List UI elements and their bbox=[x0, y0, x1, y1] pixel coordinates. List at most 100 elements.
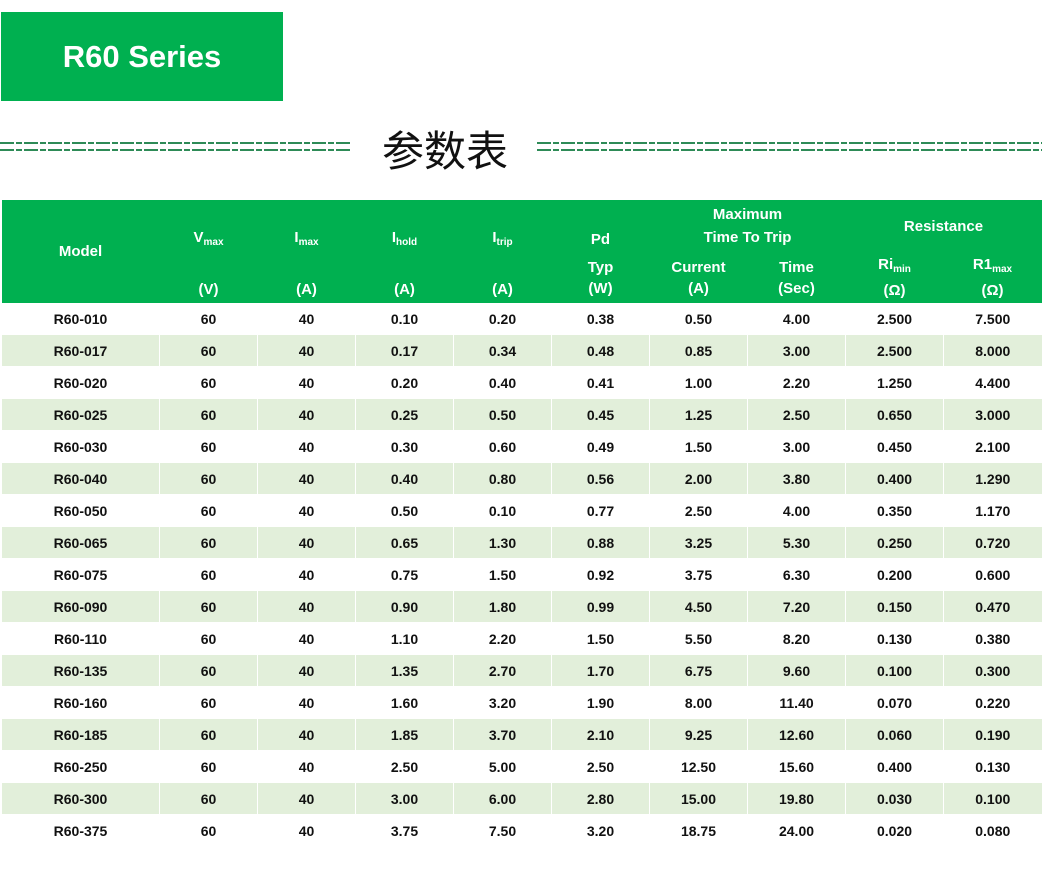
section-title: 参数表 bbox=[382, 127, 509, 176]
cell-current: 1.00 bbox=[649, 366, 748, 399]
cell-current: 0.50 bbox=[649, 303, 748, 335]
table-row: R60-160 60 40 1.60 3.20 1.90 8.00 11.40 0.070 0.2… bbox=[1, 686, 1042, 719]
cell-pd: 1.50 bbox=[551, 622, 650, 655]
cell-pd: 0.99 bbox=[551, 590, 650, 623]
cell-model: R60-040 bbox=[1, 462, 160, 495]
cell-vmax: 60 bbox=[159, 526, 258, 559]
cell-current: 12.50 bbox=[649, 750, 748, 783]
cell-current: 9.25 bbox=[649, 718, 748, 751]
cell-rimin: 0.130 bbox=[845, 622, 944, 655]
cell-ihold: 0.17 bbox=[355, 334, 454, 367]
cell-model: R60-135 bbox=[1, 654, 160, 687]
cell-pd: 0.41 bbox=[551, 366, 650, 399]
series-banner: R60 Series bbox=[1, 12, 283, 101]
cell-ihold: 0.75 bbox=[355, 558, 454, 591]
decorative-line-left bbox=[0, 142, 352, 154]
cell-ihold: 0.10 bbox=[355, 303, 454, 335]
cell-rimin: 0.400 bbox=[845, 462, 944, 495]
cell-pd: 1.90 bbox=[551, 686, 650, 719]
cell-pd: 0.45 bbox=[551, 398, 650, 431]
header-itrip: Itrip bbox=[453, 200, 552, 252]
cell-current: 3.25 bbox=[649, 526, 748, 559]
unit-ihold: (A) bbox=[355, 252, 454, 303]
cell-imax: 40 bbox=[257, 526, 356, 559]
cell-pd: 0.48 bbox=[551, 334, 650, 367]
header-time: Time (Sec) bbox=[747, 252, 846, 303]
cell-vmax: 60 bbox=[159, 718, 258, 751]
cell-vmax: 60 bbox=[159, 366, 258, 399]
table-row: R60-017 60 40 0.17 0.34 0.48 0.85 3.00 2.500 8.00… bbox=[1, 334, 1042, 367]
cell-ihold: 2.50 bbox=[355, 750, 454, 783]
cell-vmax: 60 bbox=[159, 462, 258, 495]
cell-model: R60-090 bbox=[1, 590, 160, 623]
cell-model: R60-010 bbox=[1, 303, 160, 335]
cell-model: R60-065 bbox=[1, 526, 160, 559]
cell-r1max: 0.190 bbox=[943, 718, 1042, 751]
cell-rimin: 0.150 bbox=[845, 590, 944, 623]
cell-pd: 2.50 bbox=[551, 750, 650, 783]
cell-r1max: 0.220 bbox=[943, 686, 1042, 719]
cell-rimin: 0.060 bbox=[845, 718, 944, 751]
header-vmax: Vmax bbox=[159, 200, 258, 252]
decorative-line-right bbox=[537, 142, 1042, 154]
cell-rimin: 0.200 bbox=[845, 558, 944, 591]
cell-pd: 0.92 bbox=[551, 558, 650, 591]
cell-vmax: 60 bbox=[159, 814, 258, 847]
cell-ihold: 1.10 bbox=[355, 622, 454, 655]
cell-model: R60-020 bbox=[1, 366, 160, 399]
cell-pd: 0.49 bbox=[551, 430, 650, 463]
cell-pd: 2.10 bbox=[551, 718, 650, 751]
cell-ihold: 3.00 bbox=[355, 782, 454, 815]
cell-r1max: 1.290 bbox=[943, 462, 1042, 495]
cell-pd: 0.88 bbox=[551, 526, 650, 559]
cell-ihold: 1.60 bbox=[355, 686, 454, 719]
cell-r1max: 0.100 bbox=[943, 782, 1042, 815]
cell-imax: 40 bbox=[257, 782, 356, 815]
cell-vmax: 60 bbox=[159, 622, 258, 655]
cell-current: 4.50 bbox=[649, 590, 748, 623]
cell-itrip: 7.50 bbox=[453, 814, 552, 847]
cell-ihold: 0.65 bbox=[355, 526, 454, 559]
cell-rimin: 0.020 bbox=[845, 814, 944, 847]
cell-ihold: 0.30 bbox=[355, 430, 454, 463]
cell-current: 2.50 bbox=[649, 494, 748, 527]
unit-imax: (A) bbox=[257, 252, 356, 303]
cell-time: 8.20 bbox=[746, 622, 846, 655]
table-row: R60-090 60 40 0.90 1.80 0.99 4.50 7.20 0.150 0.47… bbox=[1, 590, 1042, 623]
cell-vmax: 60 bbox=[159, 558, 258, 591]
cell-itrip: 1.50 bbox=[453, 558, 552, 591]
cell-r1max: 7.500 bbox=[943, 303, 1042, 335]
cell-model: R60-375 bbox=[1, 814, 160, 847]
cell-vmax: 60 bbox=[159, 303, 258, 335]
cell-rimin: 0.250 bbox=[845, 526, 944, 559]
cell-imax: 40 bbox=[257, 686, 356, 719]
cell-vmax: 60 bbox=[159, 750, 258, 783]
cell-itrip: 0.34 bbox=[453, 334, 552, 367]
cell-rimin: 0.650 bbox=[845, 398, 944, 431]
cell-pd: 3.20 bbox=[551, 814, 650, 847]
cell-time: 3.80 bbox=[746, 462, 846, 495]
cell-imax: 40 bbox=[257, 590, 356, 623]
cell-r1max: 1.170 bbox=[943, 494, 1042, 527]
cell-model: R60-025 bbox=[1, 398, 160, 431]
cell-pd: 1.70 bbox=[551, 654, 650, 687]
table-row: R60-300 60 40 3.00 6.00 2.80 15.00 19.80 0.030 0.… bbox=[1, 782, 1042, 815]
table-row: R60-110 60 40 1.10 2.20 1.50 5.50 8.20 0.130 0.38… bbox=[1, 622, 1042, 655]
cell-itrip: 0.10 bbox=[453, 494, 552, 527]
cell-pd: 0.56 bbox=[551, 462, 650, 495]
cell-r1max: 2.100 bbox=[943, 430, 1042, 463]
cell-r1max: 0.130 bbox=[943, 750, 1042, 783]
cell-itrip: 0.60 bbox=[453, 430, 552, 463]
table-row: R60-040 60 40 0.40 0.80 0.56 2.00 3.80 0.400 1.29… bbox=[1, 462, 1042, 495]
cell-rimin: 2.500 bbox=[845, 303, 944, 335]
cell-itrip: 2.20 bbox=[453, 622, 552, 655]
cell-model: R60-300 bbox=[1, 782, 160, 815]
cell-imax: 40 bbox=[257, 366, 356, 399]
table-row: R60-135 60 40 1.35 2.70 1.70 6.75 9.60 0.100 0.30… bbox=[1, 654, 1042, 687]
unit-itrip: (A) bbox=[453, 252, 552, 303]
cell-ihold: 3.75 bbox=[355, 814, 454, 847]
cell-itrip: 6.00 bbox=[453, 782, 552, 815]
cell-model: R60-050 bbox=[1, 494, 160, 527]
cell-ihold: 0.50 bbox=[355, 494, 454, 527]
cell-imax: 40 bbox=[257, 462, 356, 495]
